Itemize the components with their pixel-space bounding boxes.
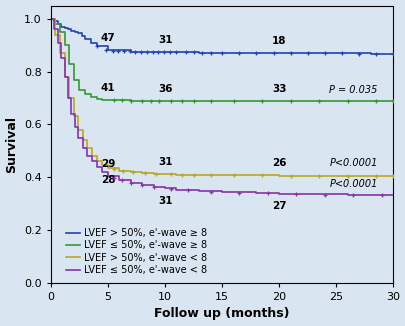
Text: 31: 31 bbox=[158, 157, 172, 167]
X-axis label: Follow up (months): Follow up (months) bbox=[154, 307, 289, 320]
Text: 31: 31 bbox=[158, 35, 172, 45]
Text: 28: 28 bbox=[100, 175, 115, 185]
Text: P = 0.035: P = 0.035 bbox=[328, 85, 377, 95]
Text: 27: 27 bbox=[271, 201, 286, 211]
Text: P<0.0001: P<0.0001 bbox=[328, 158, 377, 168]
Text: 26: 26 bbox=[271, 158, 286, 168]
Text: 36: 36 bbox=[158, 83, 172, 94]
Text: 41: 41 bbox=[100, 83, 115, 93]
Y-axis label: Survival: Survival bbox=[6, 116, 19, 173]
Text: 29: 29 bbox=[100, 158, 115, 169]
Text: 31: 31 bbox=[158, 196, 172, 206]
Legend: LVEF > 50%, e'-wave ≥ 8, LVEF ≤ 50%, e'-wave ≥ 8, LVEF > 50%, e'-wave < 8, LVEF : LVEF > 50%, e'-wave ≥ 8, LVEF ≤ 50%, e'-… bbox=[66, 228, 207, 275]
Text: P<0.0001: P<0.0001 bbox=[328, 179, 377, 189]
Text: 47: 47 bbox=[100, 33, 115, 43]
Text: 18: 18 bbox=[271, 36, 286, 46]
Text: 33: 33 bbox=[271, 84, 286, 94]
